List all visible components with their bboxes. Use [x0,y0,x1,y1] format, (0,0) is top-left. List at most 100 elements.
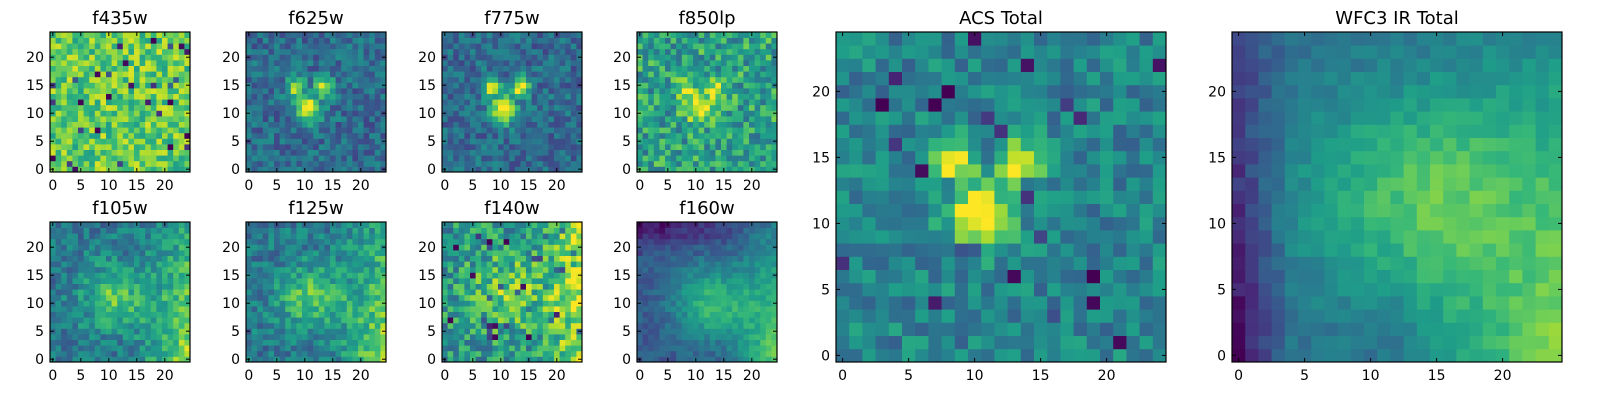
heatmap-cell [676,149,683,156]
heatmap-cell [704,37,711,44]
heatmap-cell [542,155,549,162]
heatmap-cell [66,60,73,66]
heatmap-cell [374,233,381,240]
heatmap-cell [642,317,649,324]
heatmap-cell [526,300,532,307]
heatmap-cell [61,250,68,256]
heatmap-cell [659,93,666,100]
heatmap-cell [475,71,482,78]
heatmap-cell [173,317,180,324]
heatmap-cell [89,322,96,329]
heatmap-cell [548,110,555,117]
heatmap-cell [156,48,163,55]
heatmap-cell [659,60,666,66]
heatmap-cell [676,65,683,72]
heatmap-cell [139,110,146,117]
heatmap-cell [173,272,180,279]
heatmap-cell [363,37,370,44]
heatmap-cell [754,322,761,329]
heatmap-cell [363,54,370,61]
heatmap-cell [665,60,671,66]
heatmap-cell [498,294,504,301]
heatmap-cell [642,88,649,94]
heatmap-cell [565,43,572,50]
heatmap-cell [251,54,258,61]
heatmap-cell [554,244,560,251]
heatmap-cell [296,283,303,290]
heatmap-cell [481,266,488,273]
heatmap-cell [89,121,96,128]
heatmap-cell [290,294,297,301]
heatmap-cell [737,138,744,145]
heatmap-cell [542,222,549,228]
heatmap-cell [184,88,191,94]
heatmap-cell [61,345,68,352]
heatmap-cell [94,88,101,94]
heatmap-cell [464,278,471,284]
heatmap-cell [637,104,643,111]
heatmap-cell [55,339,62,346]
heatmap-cell [726,278,733,284]
heatmap-cell [453,278,460,284]
heatmap-cell [458,222,465,228]
heatmap-cell [458,32,465,38]
heatmap-cell [492,99,499,106]
heatmap-cell [554,149,560,156]
heatmap-cell [442,238,448,245]
heatmap-cell [178,132,185,139]
heatmap-cell [363,32,370,38]
heatmap-cell [442,160,448,167]
heatmap-cell [481,144,488,150]
heatmap-cell [268,250,275,256]
heatmap-cell [257,43,264,50]
heatmap-cell [167,48,174,55]
heatmap-cell [55,272,62,279]
heatmap-cell [173,339,180,346]
heatmap-cell [732,160,739,167]
heatmap-cell [492,311,499,318]
heatmap-cell [134,350,140,357]
heatmap-cell [257,138,264,145]
heatmap-cell [570,37,577,44]
heatmap-cell [642,104,649,111]
heatmap-cell [442,289,448,296]
heatmap-cell [559,93,566,100]
heatmap-cell [570,54,577,61]
heatmap-cell [570,244,577,251]
heatmap-cell [117,82,124,89]
heatmap-cell [352,227,359,234]
heatmap-cell [72,138,79,145]
heatmap-cell [330,272,336,279]
heatmap-cell [72,227,79,234]
heatmap-cell [167,266,174,273]
heatmap-cell [330,65,336,72]
heatmap-cell [358,82,364,89]
heatmap-cell [732,132,739,139]
heatmap-cell [749,48,755,55]
heatmap-cell [565,99,572,106]
heatmap-cell [642,322,649,329]
heatmap-cell [290,356,297,363]
heatmap-cell [442,93,448,100]
heatmap-cell [173,244,180,251]
heatmap-cell [290,65,297,72]
heatmap-cell [117,356,124,363]
heatmap-cell [771,289,778,296]
heatmap-cell [363,283,370,290]
heatmap-cell [653,350,660,357]
heatmap-cell [537,317,544,324]
heatmap-cell [145,255,152,262]
heatmap-cell [687,306,694,312]
heatmap-cell [318,132,325,139]
heatmap-cell [262,356,269,363]
heatmap-cell [475,238,482,245]
heatmap-cell [302,93,308,100]
heatmap-cell [139,334,146,340]
heatmap-cell [162,54,168,61]
heatmap-cell [676,155,683,162]
heatmap-cell [285,144,292,150]
heatmap-cell [257,48,264,55]
heatmap-cell [61,272,68,279]
heatmap-cell [89,317,96,324]
